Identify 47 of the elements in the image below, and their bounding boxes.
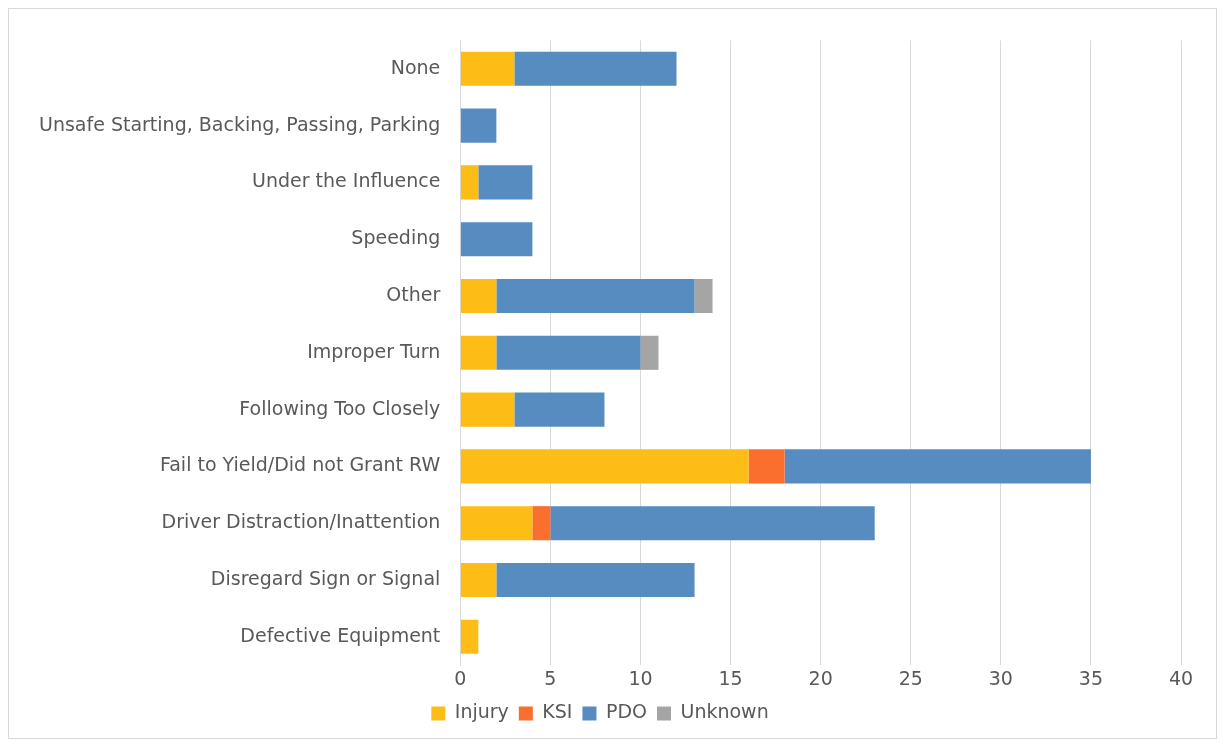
- legend-label: PDO: [605, 700, 647, 723]
- bar: [460, 222, 533, 257]
- x-tick-label: 25: [898, 666, 923, 689]
- x-tick-label: 5: [544, 666, 557, 689]
- bar: [496, 335, 641, 370]
- legend-label: Injury: [454, 700, 509, 723]
- bar: [514, 51, 677, 86]
- bar: [460, 619, 479, 654]
- bar: [496, 562, 695, 598]
- y-tick-label: Disregard Sign or Signal: [210, 566, 441, 589]
- bar: [694, 278, 713, 314]
- y-tick-label: Speeding: [351, 226, 441, 249]
- legend-label: KSI: [542, 700, 573, 723]
- bar: [460, 562, 497, 598]
- y-tick-label: Fail to Yield/Did not Grant RW: [160, 453, 441, 476]
- y-tick-label: Defective Equipment: [240, 623, 441, 646]
- y-tick-label: Improper Turn: [307, 339, 441, 362]
- bar: [460, 278, 497, 314]
- bar: [478, 165, 533, 200]
- x-tick-label: 0: [454, 666, 467, 689]
- y-tick-label: Under the Influence: [252, 169, 441, 192]
- x-tick-label: 30: [988, 666, 1013, 689]
- bar: [640, 335, 659, 370]
- bar: [460, 392, 515, 427]
- bar: [496, 278, 695, 314]
- bar: [460, 165, 479, 200]
- legend-label: Unknown: [680, 700, 769, 723]
- bar: [460, 51, 515, 86]
- y-tick-label: Unsafe Starting, Backing, Passing, Parking: [38, 112, 441, 135]
- x-tick-label: 20: [808, 666, 833, 689]
- y-tick-label: Driver Distraction/Inattention: [161, 510, 441, 533]
- y-tick-label: Following Too Closely: [239, 396, 441, 419]
- bar: [748, 449, 785, 484]
- x-tick-label: 35: [1078, 666, 1104, 689]
- bar: [460, 335, 497, 370]
- bar: [460, 449, 749, 484]
- bar: [460, 108, 497, 143]
- x-tick-label: 15: [718, 666, 743, 689]
- bar: [514, 392, 605, 427]
- x-tick-label: 10: [628, 666, 653, 689]
- bar: [784, 449, 1091, 484]
- y-tick-label: Other: [386, 282, 441, 305]
- bar: [460, 506, 533, 541]
- bar: [550, 506, 875, 541]
- x-tick-label: 40: [1168, 666, 1194, 689]
- y-tick-label: None: [390, 55, 441, 78]
- bar: [532, 506, 551, 541]
